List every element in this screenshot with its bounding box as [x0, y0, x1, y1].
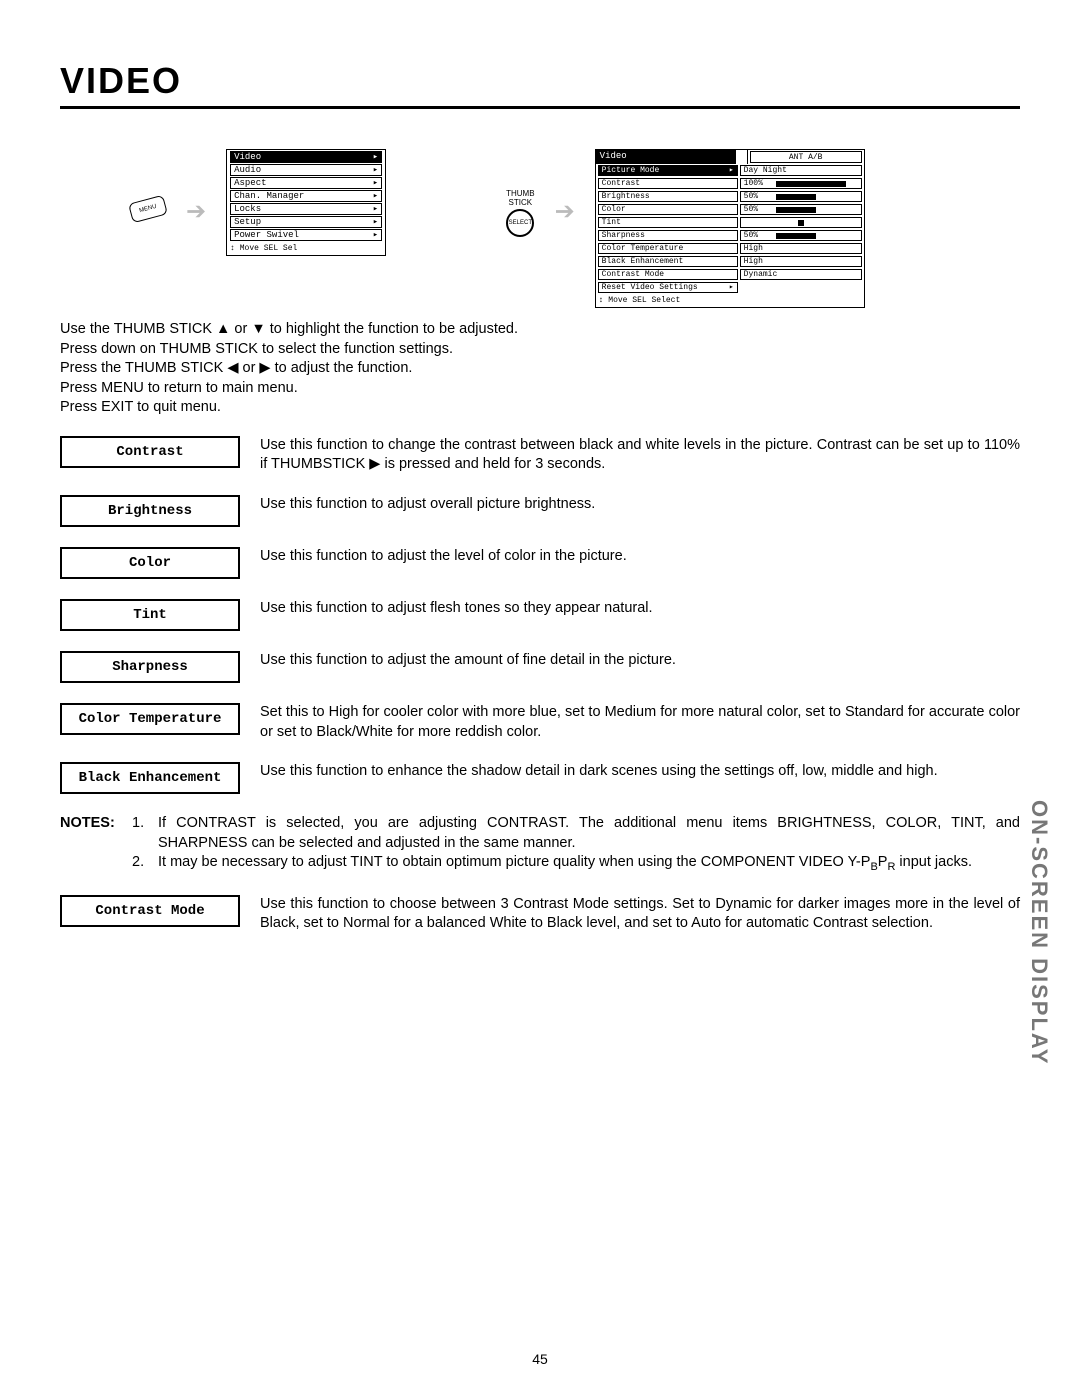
definition-label: Tint	[60, 599, 240, 631]
instructions-block: Use the THUMB STICK ▲ or ▼ to highlight …	[60, 320, 1020, 418]
diagram-row: MENU ➔ Video▸Audio▸Aspect▸Chan. Manager▸…	[130, 149, 1020, 308]
instruction-line: Press MENU to return to main menu.	[60, 379, 1020, 399]
page-title: VIDEO	[60, 60, 1020, 102]
definition-row: Color Use this function to adjust the lev…	[60, 547, 1020, 579]
page-number: 45	[532, 1351, 548, 1367]
definition-label: Contrast Mode	[60, 895, 240, 927]
definition-text: Set this to High for cooler color with m…	[260, 703, 1020, 742]
definition-row: Tint Use this function to adjust flesh to…	[60, 599, 1020, 631]
instruction-line: Use the THUMB STICK ▲ or ▼ to highlight …	[60, 320, 1020, 340]
menu-remote-button: MENU	[128, 195, 168, 224]
arrow-icon: ➔	[186, 197, 206, 226]
video-menu-row: Tint	[596, 216, 864, 229]
definition-row: Color Temperature Set this to High for co…	[60, 703, 1020, 742]
main-menu-item: Chan. Manager▸	[230, 190, 382, 202]
video-menu-row: Contrast ModeDynamic	[596, 268, 864, 281]
definition-text: Use this function to choose between 3 Co…	[260, 895, 1020, 934]
definition-row: Black Enhancement Use this function to en…	[60, 762, 1020, 794]
main-menu-footer: ↕ Move SEL Sel	[227, 242, 385, 255]
main-menu-osd: Video▸Audio▸Aspect▸Chan. Manager▸Locks▸S…	[226, 149, 386, 256]
video-menu-row: Color TemperatureHigh	[596, 242, 864, 255]
video-menu-row: Reset Video Settings▸	[596, 281, 864, 294]
main-menu-item: Aspect▸	[230, 177, 382, 189]
definition-text: Use this function to change the contrast…	[260, 436, 1020, 475]
definition-text: Use this function to adjust the amount o…	[260, 651, 1020, 671]
video-menu-header-right: ANT A/B	[750, 151, 862, 163]
definition-label: Contrast	[60, 436, 240, 468]
video-menu-row: Color50%	[596, 203, 864, 216]
notes-block: NOTES:1.If CONTRAST is selected, you are…	[60, 814, 1020, 875]
definition-text: Use this function to adjust flesh tones …	[260, 599, 1020, 619]
video-menu-row: Sharpness50%	[596, 229, 864, 242]
video-menu-footer: ↕ Move SEL Select	[596, 294, 864, 307]
title-divider	[60, 106, 1020, 109]
definition-label: Brightness	[60, 495, 240, 527]
thumb-stick-diagram: THUMB STICK SELECT	[506, 189, 534, 237]
definition-label: Sharpness	[60, 651, 240, 683]
definition-text: Use this function to enhance the shadow …	[260, 762, 1020, 782]
main-menu-item: Setup▸	[230, 216, 382, 228]
video-menu-row: Brightness50%	[596, 190, 864, 203]
main-menu-item: Audio▸	[230, 164, 382, 176]
thumb-label-2: STICK	[509, 198, 533, 207]
video-menu-row: Black EnhancementHigh	[596, 255, 864, 268]
instruction-line: Press down on THUMB STICK to select the …	[60, 340, 1020, 360]
definition-row: Contrast Mode Use this function to choose…	[60, 895, 1020, 934]
definition-label: Color	[60, 547, 240, 579]
main-menu-item: Power Swivel▸	[230, 229, 382, 241]
thumb-stick-icon: SELECT	[506, 209, 534, 237]
video-menu-header: Video	[596, 150, 736, 164]
definition-row: Contrast Use this function to change the …	[60, 436, 1020, 475]
video-menu-osd: Video ANT A/B Picture Mode▸Day NightCont…	[595, 149, 865, 308]
video-menu-row: Contrast100%	[596, 177, 864, 190]
side-section-label: ON-SCREEN DISPLAY	[1026, 800, 1052, 1065]
instruction-line: Press EXIT to quit menu.	[60, 398, 1020, 418]
header-spacer	[736, 150, 748, 164]
definition-row: Sharpness Use this function to adjust the…	[60, 651, 1020, 683]
definition-text: Use this function to adjust overall pict…	[260, 495, 1020, 515]
definition-label: Black Enhancement	[60, 762, 240, 794]
thumb-label-1: THUMB	[506, 189, 534, 198]
main-menu-item: Locks▸	[230, 203, 382, 215]
instruction-line: Press the THUMB STICK ◀ or ▶ to adjust t…	[60, 359, 1020, 379]
definition-text: Use this function to adjust the level of…	[260, 547, 1020, 567]
video-menu-row: Picture Mode▸Day Night	[596, 164, 864, 177]
definition-label: Color Temperature	[60, 703, 240, 735]
note-line: 2.It may be necessary to adjust TINT to …	[60, 853, 1020, 875]
note-line: NOTES:1.If CONTRAST is selected, you are…	[60, 814, 1020, 853]
main-menu-item: Video▸	[230, 151, 382, 163]
definition-row: Brightness Use this function to adjust ov…	[60, 495, 1020, 527]
arrow-icon: ➔	[555, 197, 575, 226]
